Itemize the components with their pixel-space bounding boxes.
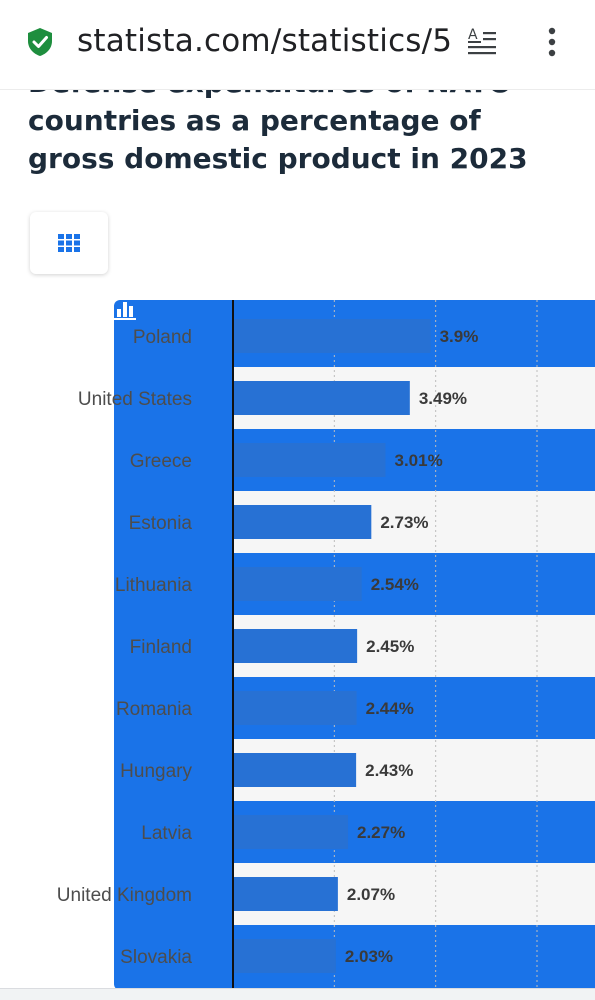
svg-text:A: A — [468, 27, 478, 43]
bar-romania — [233, 691, 357, 725]
category-label: Poland — [133, 327, 192, 348]
browser-url-bar[interactable]: statista.com/statistics/5 A — [0, 0, 595, 90]
value-label: 3.9% — [440, 327, 479, 346]
value-label: 2.44% — [366, 699, 414, 718]
bar-estonia — [233, 505, 372, 539]
bar-chart: Poland 3.9% United States 3.49% Greece 3.01% E… — [0, 300, 595, 990]
bar-finland — [233, 629, 358, 663]
category-label: Lithuania — [115, 575, 193, 596]
bar-lithuania — [233, 567, 362, 601]
bar-united-kingdom — [233, 877, 338, 911]
bar-chart-svg: Poland 3.9% United States 3.49% Greece 3.01% E… — [57, 300, 595, 990]
bar-poland — [233, 319, 431, 353]
value-label: 2.27% — [357, 823, 405, 842]
value-label: 3.49% — [419, 389, 467, 408]
value-label: 2.73% — [380, 513, 428, 532]
value-label: 3.01% — [395, 451, 443, 470]
category-label: Latvia — [141, 823, 192, 844]
category-label: Estonia — [129, 513, 193, 534]
more-options-icon[interactable] — [546, 26, 558, 58]
value-label: 2.43% — [365, 761, 413, 780]
value-label: 2.03% — [345, 947, 393, 966]
value-label: 2.45% — [366, 637, 414, 656]
bar-chart-icon — [114, 302, 136, 320]
value-label: 2.07% — [347, 885, 395, 904]
category-label: Greece — [130, 451, 192, 472]
category-label: Slovakia — [120, 947, 192, 968]
reader-mode-icon[interactable]: A — [466, 26, 498, 58]
bar-hungary — [233, 753, 357, 787]
value-label: 2.54% — [371, 575, 419, 594]
table-view-button[interactable] — [30, 212, 108, 274]
bar-latvia — [233, 815, 349, 849]
category-label: United States — [78, 389, 192, 410]
category-label: Romania — [116, 699, 192, 720]
category-label: Finland — [130, 637, 192, 658]
category-label: Hungary — [120, 761, 192, 782]
bar-slovakia — [233, 939, 336, 973]
bottom-edge — [0, 988, 595, 1000]
secure-shield-icon — [28, 28, 52, 56]
category-label: United Kingdom — [57, 885, 192, 906]
bar-greece — [233, 443, 386, 477]
url-text[interactable]: statista.com/statistics/5 — [77, 23, 453, 59]
table-grid-icon — [58, 234, 80, 252]
bar-united-states — [233, 381, 410, 415]
